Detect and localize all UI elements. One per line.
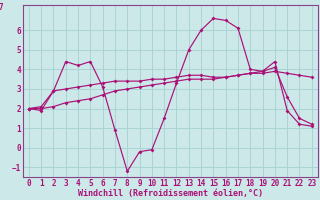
- Text: 7: 7: [0, 3, 3, 12]
- X-axis label: Windchill (Refroidissement éolien,°C): Windchill (Refroidissement éolien,°C): [78, 189, 263, 198]
